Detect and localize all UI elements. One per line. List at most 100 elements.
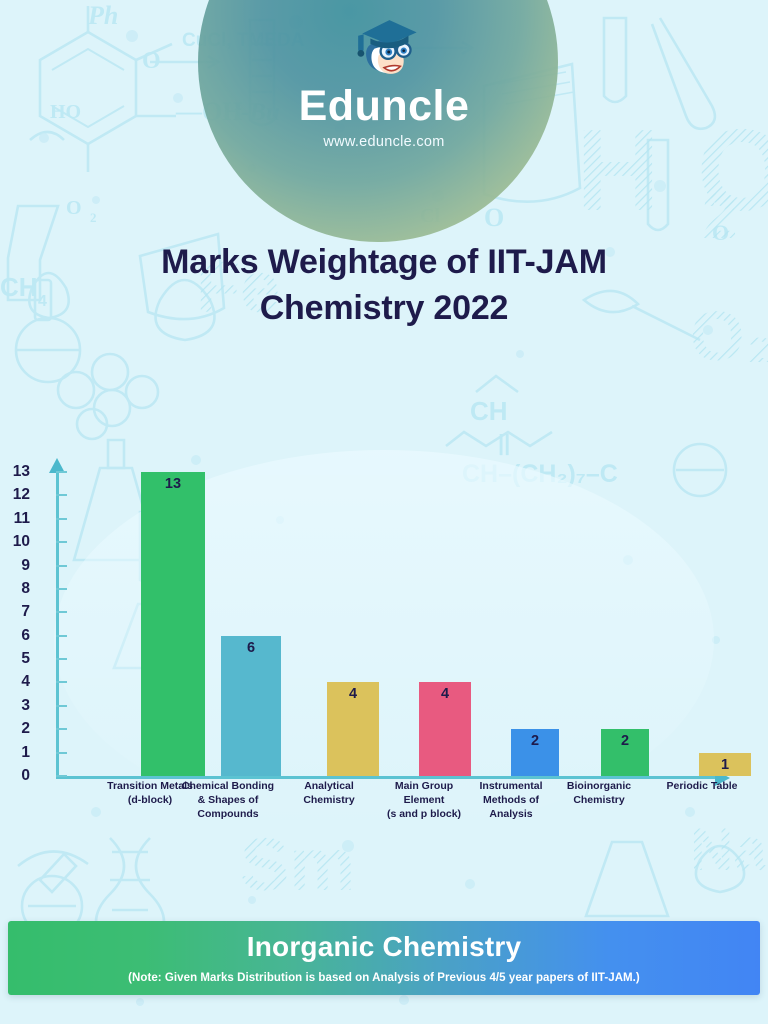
- x-axis-category-label-line: Chemistry: [303, 793, 355, 806]
- y-axis-tick: [56, 564, 67, 567]
- y-axis-tick-label: 7: [21, 603, 30, 621]
- bar-slot[interactable]: 6: [221, 635, 281, 776]
- banner-note: (Note: Given Marks Distribution is based…: [128, 971, 640, 984]
- bar-value-label: 2: [530, 733, 540, 750]
- svg-text:Sm: Sm: [240, 823, 355, 906]
- y-axis-tick-label: 4: [21, 673, 30, 691]
- bar[interactable]: 1: [699, 752, 751, 776]
- y-axis-line: [56, 472, 59, 778]
- svg-text:O: O: [697, 105, 768, 235]
- svg-text:||: ||: [498, 430, 510, 455]
- banner-title: Inorganic Chemistry: [246, 930, 522, 962]
- brand-logo[interactable]: Eduncle www.eduncle.com: [0, 0, 768, 150]
- x-axis-category-label-line: Periodic Table: [666, 780, 738, 792]
- y-axis-tick: [56, 517, 67, 520]
- bar-slot[interactable]: 1: [699, 752, 751, 776]
- svg-text:O: O: [66, 197, 82, 219]
- bar[interactable]: 2: [601, 729, 649, 776]
- x-axis-category-label-line: Methods of: [483, 793, 539, 806]
- y-axis-tick-label: 0: [21, 767, 30, 784]
- x-axis-category-label: Instrumental Methods of Analysis: [466, 780, 556, 822]
- x-axis-category-label-line: Analysis: [489, 807, 533, 820]
- x-axis-category-label-line: Chemical Bonding: [181, 780, 275, 792]
- svg-text:CH: CH: [470, 396, 508, 426]
- y-axis-tick: [56, 751, 67, 754]
- x-axis-category-label: Main Group Element (s and p block): [372, 780, 476, 822]
- bar-slot[interactable]: 2: [601, 729, 649, 776]
- svg-text:Na: Na: [690, 816, 767, 883]
- x-axis-category-label-line: Bioinorganic: [566, 780, 632, 792]
- y-axis-tick: [56, 471, 67, 473]
- bar-value-label: 4: [440, 686, 450, 703]
- y-axis-tick-label: 5: [21, 650, 30, 668]
- y-axis-tick-label: 8: [21, 579, 30, 597]
- y-axis-tick: [56, 658, 67, 661]
- y-axis-arrow-icon: [49, 458, 65, 473]
- svg-text:4: 4: [38, 293, 47, 310]
- bar-value-label: 1: [720, 756, 730, 773]
- bars-group: 13 6 4 4 2 2 1: [59, 472, 751, 776]
- bar[interactable]: 2: [511, 729, 559, 776]
- y-axis-tick-label: 2: [21, 720, 30, 738]
- svg-text:2: 2: [702, 180, 738, 252]
- y-axis-tick-label: 3: [21, 696, 30, 714]
- x-axis-category-label-line: Chemistry: [573, 793, 625, 806]
- y-axis-tick: [56, 704, 67, 707]
- y-axis-tick-label: 13: [12, 463, 30, 480]
- graduate-mascot-icon: [357, 20, 417, 74]
- y-axis-tick: [56, 775, 67, 777]
- plot-area: 13 12 11 10 9 8 7 6 5 4 3 2 1 0 13 6 4 4 2 2 1 Transition M…: [13, 458, 751, 820]
- x-axis-category-label: Analytical Chemistry: [286, 780, 372, 808]
- bar-value-label: 2: [620, 733, 630, 750]
- x-axis-category-label-line: Instrumental: [479, 780, 543, 792]
- x-axis-line: [56, 776, 716, 779]
- bar-value-label: 4: [348, 686, 358, 703]
- bar[interactable]: 4: [419, 682, 471, 776]
- svg-text:Fe: Fe: [196, 248, 280, 328]
- svg-text:CH: CH: [0, 272, 38, 302]
- y-axis-tick: [56, 728, 67, 731]
- x-axis-category-label: Transition Metals (d-block): [98, 780, 202, 808]
- svg-text:HO: HO: [50, 101, 81, 123]
- y-axis-tick: [56, 587, 67, 590]
- brand-website: www.eduncle.com: [323, 134, 445, 150]
- y-axis-tick: [56, 681, 67, 684]
- page-title-line2: Chemistry 2022: [259, 288, 509, 327]
- x-axis-category-label-line: Analytical: [304, 780, 354, 792]
- bar-slot[interactable]: 2: [511, 729, 559, 776]
- subject-banner: Inorganic Chemistry (Note: Given Marks D…: [8, 921, 760, 995]
- bar-slot[interactable]: 13: [141, 472, 205, 776]
- svg-text:Ph: Ph: [87, 1, 118, 30]
- svg-text:O₂: O₂: [690, 297, 768, 375]
- svg-text:O: O: [484, 203, 504, 232]
- bar[interactable]: 13: [141, 472, 205, 776]
- y-axis-tick: [56, 494, 67, 497]
- y-axis-tick: [56, 541, 67, 544]
- brand-name-part1: Ed: [298, 82, 355, 130]
- x-axis-category-label: Bioinorganic Chemistry: [556, 780, 642, 808]
- x-axis-category-label-line: (s and p block): [386, 807, 462, 820]
- brand-wordmark: Eduncle: [299, 85, 470, 128]
- svg-text:2: 2: [90, 210, 97, 225]
- y-axis-tick: [56, 634, 67, 637]
- bar-value-label: 13: [164, 476, 182, 492]
- x-axis-category-label: Chemical Bonding & Shapes of Compounds: [176, 780, 280, 822]
- x-axis-category-label-line: Element: [403, 793, 445, 806]
- brand-name-part2: uncle: [354, 82, 470, 130]
- x-axis-category-label: Periodic Table: [656, 780, 748, 794]
- bar[interactable]: 4: [327, 682, 379, 776]
- y-axis-tick-label: 10: [12, 533, 30, 551]
- bar-value-label: 6: [246, 639, 256, 656]
- y-axis-tick-label: 12: [12, 486, 30, 504]
- x-axis-category-label-line: Transition Metals: [107, 780, 193, 792]
- x-axis-category-label-line: (d-block): [127, 793, 173, 806]
- y-axis-tick-label: 9: [21, 556, 30, 574]
- y-axis-tick-label: 11: [13, 509, 30, 527]
- svg-text:O: O: [712, 220, 729, 245]
- y-axis-tick-label: 1: [21, 743, 30, 761]
- bar-slot[interactable]: 4: [419, 682, 471, 776]
- bar[interactable]: 6: [221, 635, 281, 776]
- x-axis-category-label-line: & Shapes of: [197, 793, 259, 806]
- svg-text:O: O: [142, 48, 161, 74]
- bar-slot[interactable]: 4: [327, 682, 379, 776]
